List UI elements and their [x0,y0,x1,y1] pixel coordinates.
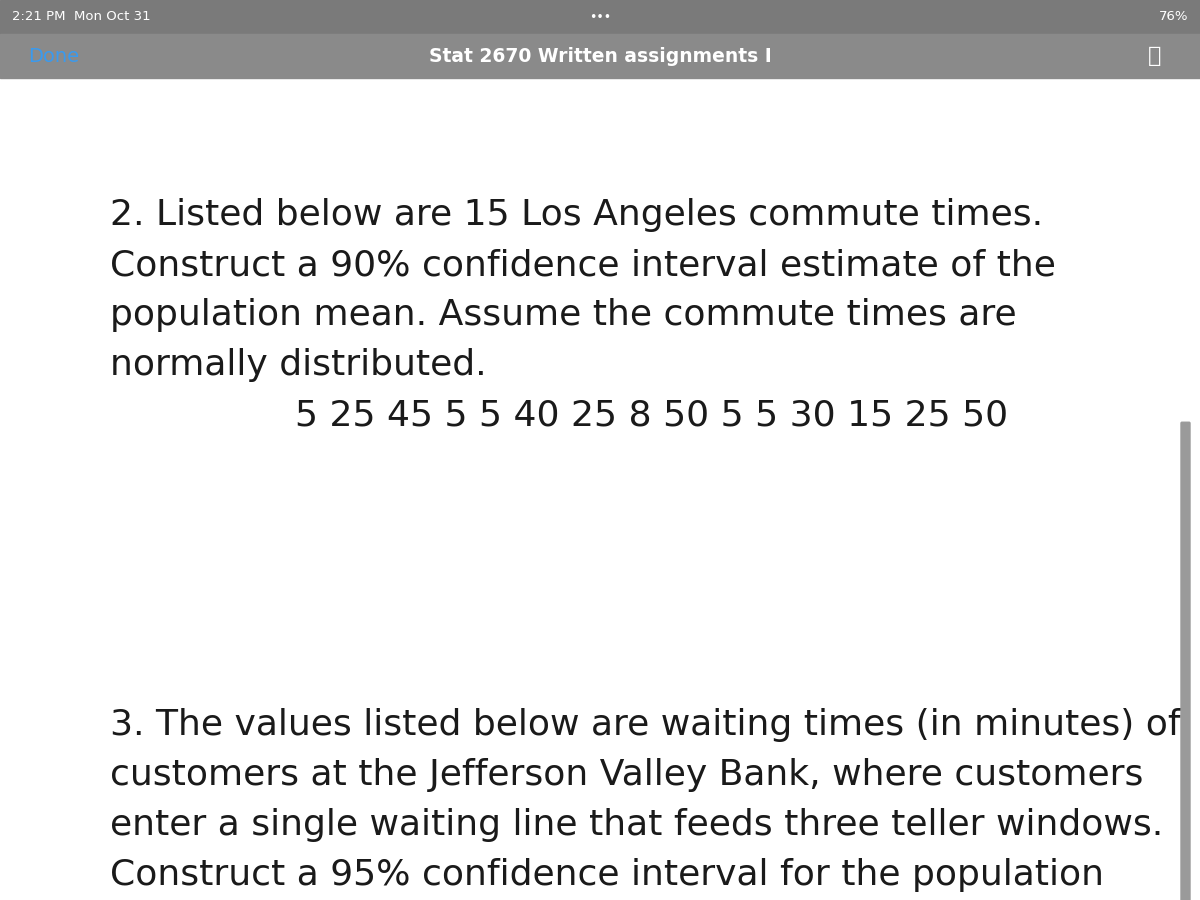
Bar [0,34,1200,78]
Text: customers at the Jefferson Valley Bank, where customers: customers at the Jefferson Valley Bank, … [110,758,1144,792]
Bar [1175,78,1200,900]
Text: 3. The values listed below are waiting times (in minutes) of: 3. The values listed below are waiting t… [110,708,1181,742]
Text: enter a single waiting line that feeds three teller windows.: enter a single waiting line that feeds t… [110,808,1163,842]
Text: Done: Done [28,47,79,66]
Text: Stat 2670 Written assignments I: Stat 2670 Written assignments I [428,47,772,66]
Text: 2. Listed below are 15 Los Angeles commute times.: 2. Listed below are 15 Los Angeles commu… [110,198,1043,232]
Text: 5 25 45 5 5 40 25 8 50 5 5 30 15 25 50: 5 25 45 5 5 40 25 8 50 5 5 30 15 25 50 [295,398,1008,432]
Text: normally distributed.: normally distributed. [110,348,487,382]
Text: ⮭: ⮭ [1148,46,1162,66]
Text: Construct a 95% confidence interval for the population: Construct a 95% confidence interval for … [110,858,1104,892]
Text: 2:21 PM  Mon Oct 31: 2:21 PM Mon Oct 31 [12,11,151,23]
Text: •••: ••• [589,11,611,23]
Text: population mean. Assume the commute times are: population mean. Assume the commute time… [110,298,1016,332]
Text: Construct a 90% confidence interval estimate of the: Construct a 90% confidence interval esti… [110,248,1056,282]
Text: 76%: 76% [1158,11,1188,23]
FancyBboxPatch shape [1181,422,1190,900]
Bar [0,0,1200,34]
